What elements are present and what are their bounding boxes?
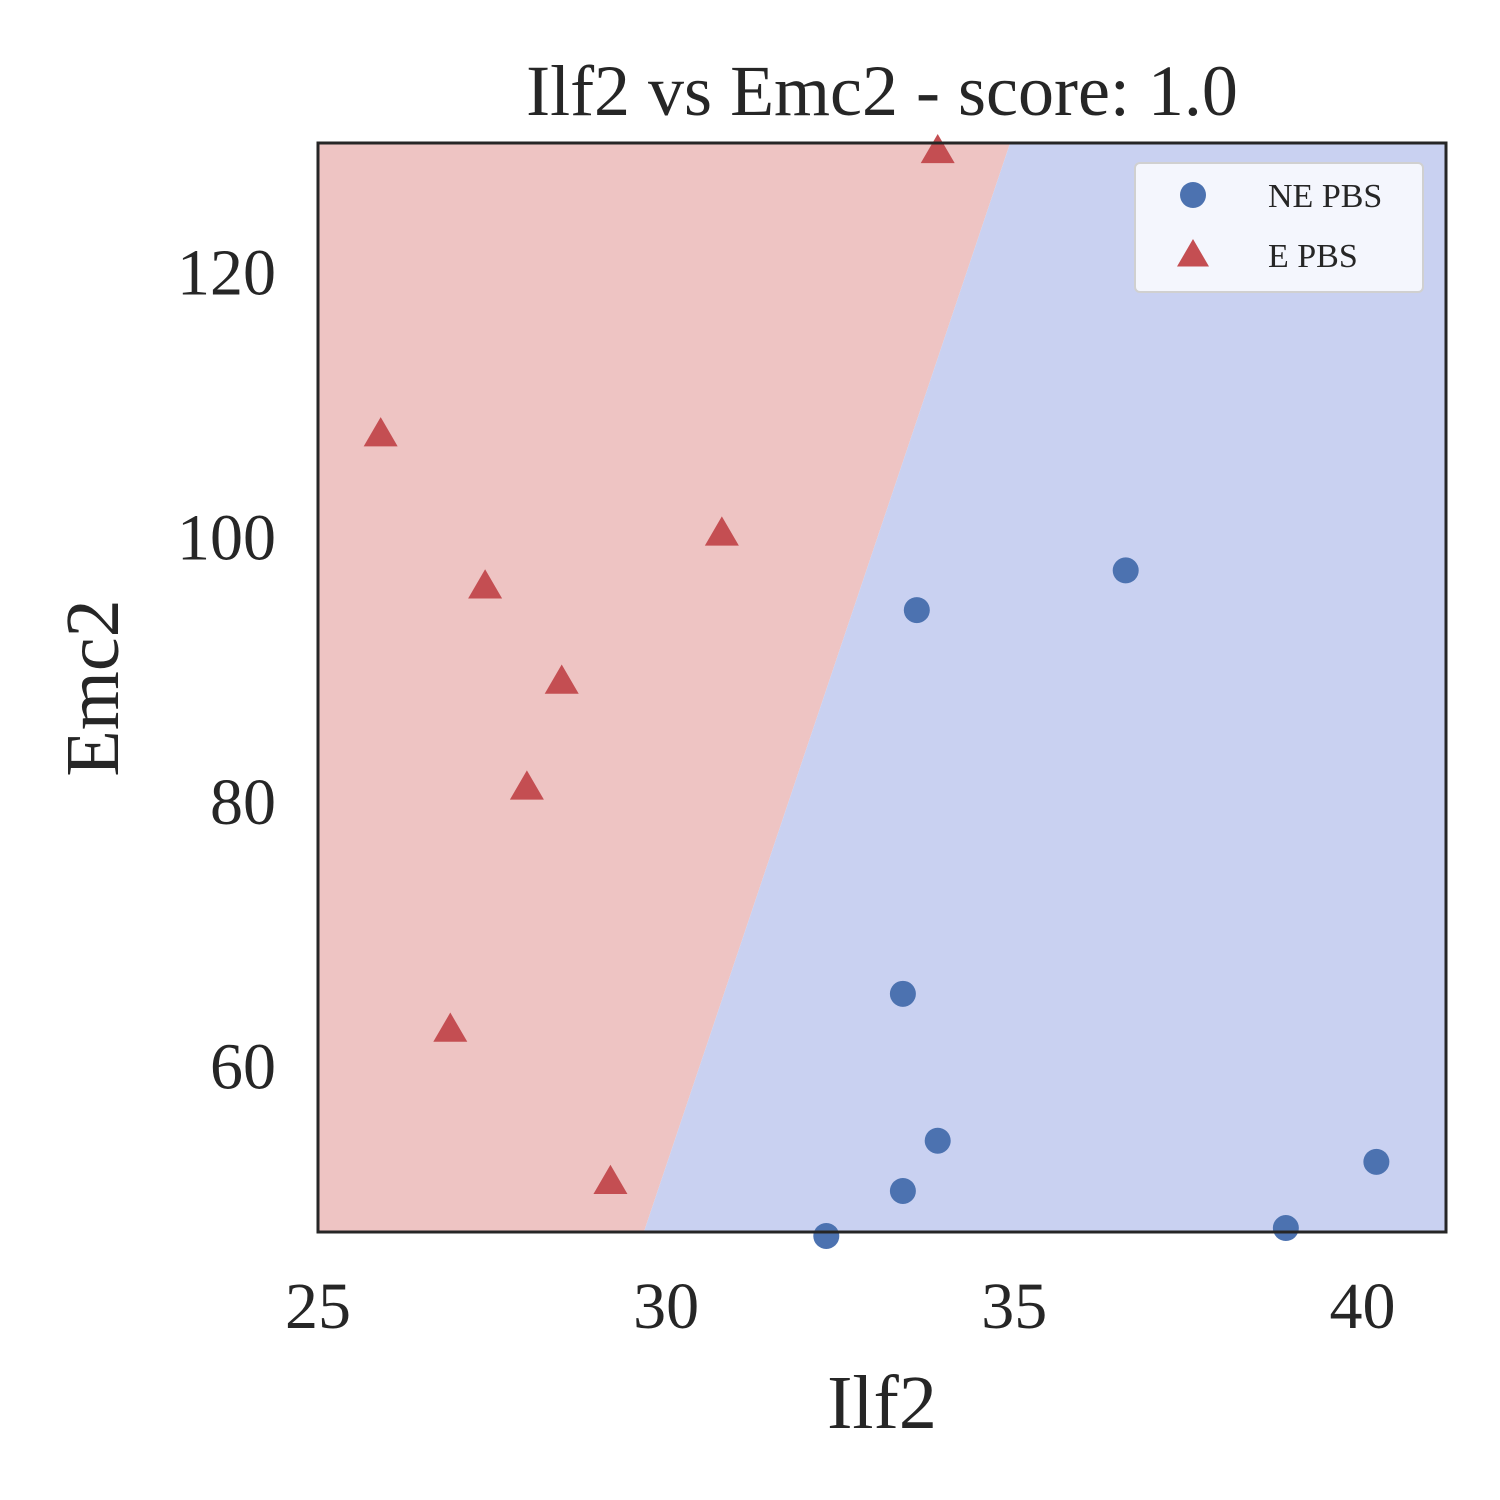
data-points [363,133,1390,1249]
x-tick-label: 30 [633,1270,699,1343]
chart-title: Ilf2 vs Emc2 - score: 1.0 [526,51,1238,131]
point-ne-pbs [1112,557,1139,584]
x-tick-labels: 25 30 35 40 [285,1270,1395,1343]
y-tick-label: 80 [210,766,276,839]
point-ne-pbs [813,1222,840,1249]
legend-box [1134,162,1424,293]
x-tick-label: 25 [285,1270,351,1343]
legend-marker-triangle [1177,239,1209,267]
y-tick-label: 60 [210,1031,276,1104]
point-e-pbs [363,417,398,447]
region-e-pbs [318,143,1011,1232]
x-tick-label: 35 [981,1270,1047,1343]
y-tick-label: 120 [177,237,276,310]
point-ne-pbs [924,1127,951,1154]
plot-frame [316,141,1448,1234]
point-e-pbs [433,1012,468,1042]
legend: NE PBS E PBS [1134,162,1424,293]
region-ne-pbs [643,143,1446,1232]
y-tick-label: 100 [177,501,276,574]
legend-label: E PBS [1268,238,1358,275]
point-e-pbs [468,569,503,599]
y-axis-label: Emc2 [51,599,135,776]
point-ne-pbs [1363,1148,1390,1175]
point-e-pbs [593,1164,628,1194]
legend-marker-circle [1180,182,1206,208]
point-ne-pbs [889,980,916,1007]
y-tick-labels: 60 80 100 120 [177,237,276,1104]
point-e-pbs [544,664,579,694]
point-e-pbs [509,770,544,800]
point-ne-pbs [889,1177,916,1204]
x-axis-label: Ilf2 [827,1361,937,1445]
decision-regions [318,143,1446,1232]
point-ne-pbs [903,597,930,624]
point-e-pbs [704,516,739,546]
point-ne-pbs [1272,1215,1299,1242]
legend-label: NE PBS [1268,178,1382,215]
point-e-pbs [920,133,955,164]
x-tick-label: 40 [1329,1270,1395,1343]
